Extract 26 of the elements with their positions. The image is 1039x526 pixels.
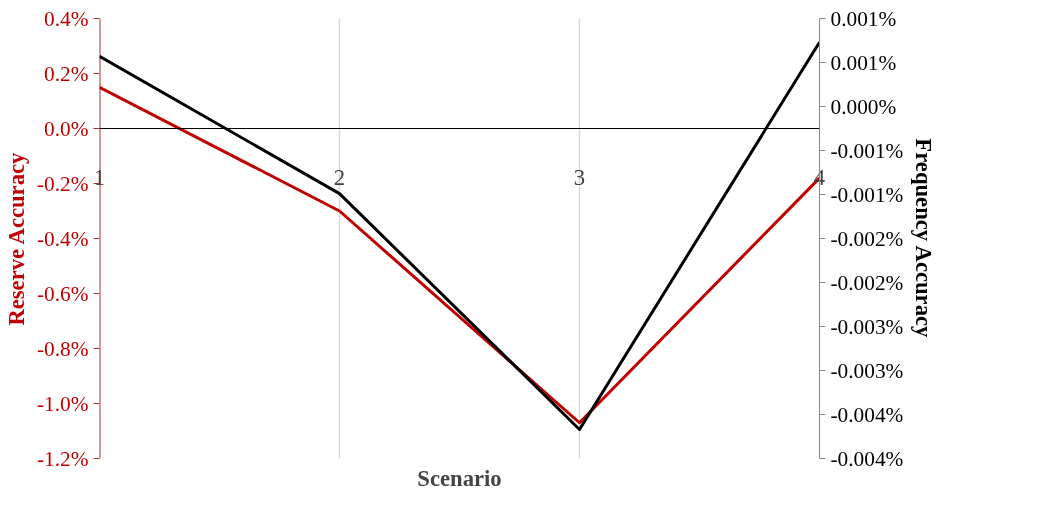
y2-tick-label: -0.004% [830,446,904,471]
x-axis-title: Scenario [417,465,502,491]
y-axis-title: Reserve Accuracy [3,151,29,326]
x-tick-label: 3 [573,164,586,190]
y2-tick-label: -0.001% [830,138,904,163]
y2-tick-label: 0.001% [830,6,897,31]
y2-axis-title: Frequency Accuracy [911,138,937,339]
y-tick-label: -0.4% [36,226,89,251]
y-tick-label: -1.0% [36,391,89,416]
y2-tick-label: 0.001% [830,50,897,75]
y-tick-label: 0.4% [44,6,89,31]
y2-tick-label: -0.004% [830,402,904,427]
y2-tick-label: -0.002% [830,226,904,251]
y2-tick-label: -0.001% [830,182,904,207]
y-tick-label: -0.2% [36,171,89,196]
y-tick-label: -0.8% [36,336,89,361]
y-tick-label: 0.2% [44,61,89,86]
y-tick-label: -1.2% [36,446,89,471]
y-tick-label: -0.6% [36,281,89,306]
y-tick-label: 0.0% [44,116,89,141]
x-tick-label: 1 [93,164,106,190]
y2-tick-label: -0.002% [830,270,904,295]
y2-tick-label: -0.003% [830,314,904,339]
y2-tick-label: -0.003% [830,358,904,383]
y2-tick-label: 0.000% [830,94,897,119]
x-tick-label: 2 [333,164,346,190]
